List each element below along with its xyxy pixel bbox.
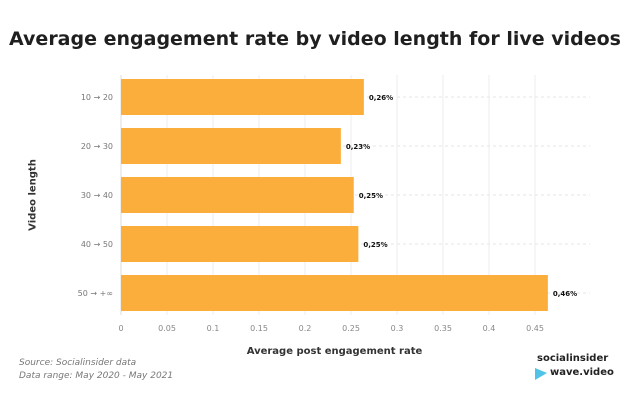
wave-video-logo-icon xyxy=(535,368,547,380)
data-label: 0,23% xyxy=(346,143,370,151)
x-tick-label: 0.25 xyxy=(342,324,360,333)
y-tick-label: 20 → 30 xyxy=(81,142,113,151)
bar xyxy=(121,177,354,213)
socialinsider-logo: socialinsider xyxy=(537,353,609,364)
chart-title: Average engagement rate by video length … xyxy=(9,28,621,50)
source-note: Source: Socialinsider data xyxy=(19,358,137,368)
x-tick-label: 0.15 xyxy=(250,324,268,333)
y-tick-label: 50 → +∞ xyxy=(78,289,113,298)
x-tick-label: 0.2 xyxy=(299,324,312,333)
y-tick-label: 30 → 40 xyxy=(81,191,113,200)
x-tick-label: 0.45 xyxy=(526,324,544,333)
x-tick-label: 0.35 xyxy=(434,324,452,333)
x-tick-label: 0.1 xyxy=(207,324,220,333)
bar xyxy=(121,275,548,311)
y-tick-label: 10 → 20 xyxy=(81,93,113,102)
data-label: 0,46% xyxy=(553,290,577,298)
data-label: 0,26% xyxy=(369,94,393,102)
data-label: 0,25% xyxy=(363,241,387,249)
x-tick-label: 0 xyxy=(118,324,123,333)
wave-video-logo: wave.video xyxy=(550,367,614,378)
x-tick-label: 0.3 xyxy=(391,324,404,333)
x-tick-label: 0.4 xyxy=(483,324,496,333)
bar xyxy=(121,226,359,262)
x-tick-label: 0.05 xyxy=(158,324,176,333)
y-tick-label: 40 → 50 xyxy=(81,240,113,249)
x-axis-label: Average post engagement rate xyxy=(246,346,423,357)
bar xyxy=(121,79,364,115)
data-label: 0,25% xyxy=(359,192,383,200)
bar xyxy=(121,128,341,164)
date-range-note: Data range: May 2020 - May 2021 xyxy=(19,371,174,381)
